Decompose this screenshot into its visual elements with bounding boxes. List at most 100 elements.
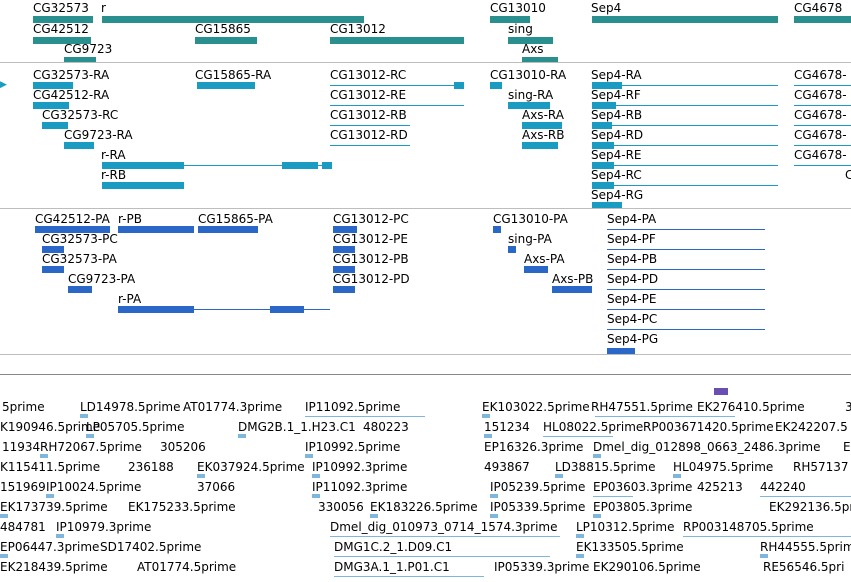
est-label[interactable]: IP10992.3prime xyxy=(312,460,408,474)
transcript-label[interactable]: CG32573-RC xyxy=(42,108,119,122)
transcript-label[interactable]: CG32573-RA xyxy=(33,68,110,82)
est-label[interactable]: 37066 xyxy=(197,480,236,494)
est-label[interactable]: HL04975.5prime xyxy=(673,460,774,474)
est-label[interactable]: 442240 xyxy=(760,480,806,494)
transcript-label[interactable]: Sep4-RF xyxy=(591,88,641,102)
transcript-label[interactable]: CG13012-RD xyxy=(330,128,408,142)
transcript-label[interactable]: CG4678- xyxy=(794,108,847,122)
est-label[interactable]: Dmel_dig_010973_0714_1574.3prime xyxy=(330,520,558,534)
est-label[interactable]: LP10312.5prime xyxy=(576,520,675,534)
est-label[interactable]: EK037924.5prime xyxy=(197,460,305,474)
est-label[interactable]: K190946.5prime xyxy=(0,420,101,434)
protein-label[interactable]: CG32573-PC xyxy=(42,232,118,246)
gene-label[interactable]: CG32573 xyxy=(33,1,89,15)
gene-label[interactable]: CG13012 xyxy=(330,22,386,36)
transcript-label[interactable]: Sep4-RG xyxy=(591,188,644,202)
est-label[interactable]: DMG1C.2_1.D09.C1 xyxy=(334,540,453,554)
transcript-label[interactable]: sing-RA xyxy=(508,88,554,102)
gene-label[interactable]: CG15865 xyxy=(195,22,251,36)
est-label[interactable]: EK218439.5prime xyxy=(0,560,108,574)
protein-label[interactable]: r-PA xyxy=(118,292,142,306)
est-label[interactable]: IP10979.3prime xyxy=(56,520,152,534)
est-label[interactable]: RE56546.5pri xyxy=(763,560,845,574)
est-label[interactable]: EP03603.3prime xyxy=(593,480,693,494)
est-label[interactable]: EK276410.5prime xyxy=(697,400,805,414)
est-label[interactable]: IP10024.5prime xyxy=(46,480,142,494)
gene-label[interactable]: sing xyxy=(508,22,533,36)
transcript-label[interactable]: CG9723-RA xyxy=(64,128,133,142)
est-label[interactable]: RH57137 xyxy=(793,460,849,474)
protein-label[interactable]: Axs-PB xyxy=(552,272,594,286)
est-label[interactable]: 425213 xyxy=(697,480,743,494)
est-label[interactable]: IP10992.5prime xyxy=(305,440,401,454)
est-label[interactable]: DMG3A.1_1.P01.C1 xyxy=(334,560,450,574)
protein-label[interactable]: Sep4-PA xyxy=(607,212,657,226)
est-label[interactable]: E xyxy=(843,440,851,454)
gene-label[interactable]: CG4678 xyxy=(794,1,843,15)
est-label[interactable]: AT01774.5prime xyxy=(137,560,237,574)
est-label[interactable]: HL08022.5prime xyxy=(543,420,644,434)
transcript-label[interactable]: CG4678- xyxy=(794,148,847,162)
est-label[interactable]: RP003148705.5prime xyxy=(683,520,814,534)
est-label[interactable]: IP05339.5prime xyxy=(490,500,586,514)
transcript-label[interactable]: r-RA xyxy=(101,148,126,162)
transcript-label[interactable]: CG13012-RB xyxy=(330,108,407,122)
transcript-label[interactable]: CG13012-RE xyxy=(330,88,407,102)
est-label[interactable]: IP05239.5prime xyxy=(490,480,586,494)
protein-label[interactable]: CG13012-PD xyxy=(333,272,410,286)
est-label[interactable]: 484781 xyxy=(0,520,46,534)
transcript-label[interactable]: Sep4-RD xyxy=(591,128,644,142)
est-label[interactable]: 3 xyxy=(845,400,851,414)
gene-label[interactable]: r xyxy=(101,1,106,15)
gene-label[interactable]: CG9723 xyxy=(64,42,113,56)
protein-label[interactable]: Sep4-PF xyxy=(607,232,656,246)
transcript-label[interactable]: CG4678- xyxy=(794,128,847,142)
est-label[interactable]: 151969 xyxy=(0,480,46,494)
gene-label[interactable]: Axs xyxy=(522,42,544,56)
protein-label[interactable]: sing-PA xyxy=(508,232,552,246)
est-label[interactable]: 480223 xyxy=(363,420,409,434)
protein-label[interactable]: Sep4-PC xyxy=(607,312,658,326)
transcript-label[interactable]: Sep4-RE xyxy=(591,148,642,162)
est-label[interactable]: EK175233.5prime xyxy=(128,500,236,514)
gene-label[interactable]: CG13010 xyxy=(490,1,546,15)
protein-label[interactable]: Sep4-PG xyxy=(607,332,659,346)
est-label[interactable]: DMG2B.1_1.H23.C1 xyxy=(238,420,356,434)
protein-label[interactable]: CG9723-PA xyxy=(68,272,136,286)
transcript-label[interactable]: Sep4-RC xyxy=(591,168,642,182)
protein-label[interactable]: Axs-PA xyxy=(524,252,565,266)
est-label[interactable]: LD14978.5prime xyxy=(80,400,181,414)
est-label[interactable]: LP05705.5prime xyxy=(86,420,185,434)
transcript-label[interactable]: Axs-RA xyxy=(522,108,564,122)
transcript-label[interactable]: CG13010-RA xyxy=(490,68,567,82)
protein-label[interactable]: CG15865-PA xyxy=(198,212,273,226)
transcript-label[interactable]: CG13012-RC xyxy=(330,68,407,82)
protein-label[interactable]: Sep4-PD xyxy=(607,272,659,286)
transcript-label[interactable]: CG42512-RA xyxy=(33,88,110,102)
protein-label[interactable]: CG13010-PA xyxy=(493,212,568,226)
gene-label[interactable]: CG42512 xyxy=(33,22,89,36)
protein-label[interactable]: Sep4-PB xyxy=(607,252,658,266)
est-label[interactable]: EK242207.5 xyxy=(775,420,848,434)
est-label[interactable]: EK292136.5pri xyxy=(769,500,851,514)
protein-label[interactable]: r-PB xyxy=(118,212,142,226)
transcript-label[interactable]: CG4678- xyxy=(794,88,847,102)
est-label[interactable]: IP11092.3prime xyxy=(312,480,408,494)
transcript-label[interactable]: C xyxy=(845,168,851,182)
transcript-label[interactable]: CG4678- xyxy=(794,68,847,82)
est-label[interactable]: IP05339.3prime xyxy=(494,560,590,574)
protein-label[interactable]: CG42512-PA xyxy=(35,212,110,226)
est-label[interactable]: K115411.5prime xyxy=(0,460,101,474)
transcript-label[interactable]: r-RB xyxy=(101,168,127,182)
transcript-label[interactable]: Sep4-RA xyxy=(591,68,642,82)
protein-label[interactable]: Sep4-PE xyxy=(607,292,657,306)
protein-label[interactable]: CG13012-PC xyxy=(333,212,409,226)
est-label[interactable]: 236188 xyxy=(128,460,174,474)
protein-label[interactable]: CG13012-PE xyxy=(333,232,408,246)
est-label[interactable]: EP03805.3prime xyxy=(593,500,693,514)
est-label[interactable]: 330056 xyxy=(318,500,364,514)
est-label[interactable]: EK133505.5prime xyxy=(576,540,684,554)
est-label[interactable]: EP16326.3prime xyxy=(484,440,584,454)
est-label[interactable]: 151234 xyxy=(484,420,530,434)
est-label[interactable]: RP003671420.5prime xyxy=(643,420,774,434)
